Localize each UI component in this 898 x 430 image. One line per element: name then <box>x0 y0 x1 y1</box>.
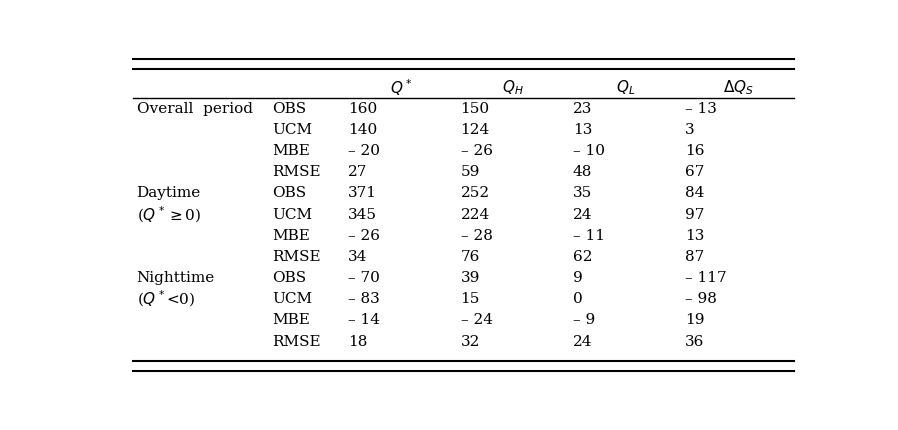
Text: RMSE: RMSE <box>272 334 321 348</box>
Text: 32: 32 <box>461 334 480 348</box>
Text: – 24: – 24 <box>461 313 493 327</box>
Text: 76: 76 <box>461 249 480 263</box>
Text: – 83: – 83 <box>348 292 380 306</box>
Text: MBE: MBE <box>272 313 310 327</box>
Text: RMSE: RMSE <box>272 165 321 179</box>
Text: 15: 15 <box>461 292 480 306</box>
Text: UCM: UCM <box>272 123 313 137</box>
Text: 39: 39 <box>461 270 480 285</box>
Text: – 117: – 117 <box>685 270 727 285</box>
Text: 84: 84 <box>685 186 705 200</box>
Text: – 26: – 26 <box>461 144 493 158</box>
Text: – 11: – 11 <box>573 228 605 242</box>
Text: Overall  period: Overall period <box>136 101 252 116</box>
Text: ($Q^*\geq$0): ($Q^*\geq$0) <box>136 204 201 224</box>
Text: – 70: – 70 <box>348 270 380 285</box>
Text: 345: 345 <box>348 207 377 221</box>
Text: MBE: MBE <box>272 228 310 242</box>
Text: 87: 87 <box>685 249 705 263</box>
Text: 371: 371 <box>348 186 377 200</box>
Text: 48: 48 <box>573 165 593 179</box>
Text: 62: 62 <box>573 249 593 263</box>
Text: 23: 23 <box>573 101 593 116</box>
Text: OBS: OBS <box>272 101 306 116</box>
Text: 59: 59 <box>461 165 480 179</box>
Text: 3: 3 <box>685 123 695 137</box>
Text: 19: 19 <box>685 313 705 327</box>
Text: $Q_L$: $Q_L$ <box>616 78 635 97</box>
Text: MBE: MBE <box>272 144 310 158</box>
Text: $Q^*$: $Q^*$ <box>390 77 412 98</box>
Text: UCM: UCM <box>272 292 313 306</box>
Text: 9: 9 <box>573 270 583 285</box>
Text: – 28: – 28 <box>461 228 492 242</box>
Text: 97: 97 <box>685 207 705 221</box>
Text: 124: 124 <box>461 123 489 137</box>
Text: 224: 224 <box>461 207 489 221</box>
Text: 16: 16 <box>685 144 705 158</box>
Text: – 20: – 20 <box>348 144 380 158</box>
Text: ($Q^*$<0): ($Q^*$<0) <box>136 289 195 309</box>
Text: 18: 18 <box>348 334 367 348</box>
Text: 27: 27 <box>348 165 367 179</box>
Text: $\Delta Q_S$: $\Delta Q_S$ <box>723 78 753 97</box>
Text: Daytime: Daytime <box>136 186 201 200</box>
Text: – 26: – 26 <box>348 228 380 242</box>
Text: – 9: – 9 <box>573 313 595 327</box>
Text: Nighttime: Nighttime <box>136 270 215 285</box>
Text: 160: 160 <box>348 101 377 116</box>
Text: 150: 150 <box>461 101 489 116</box>
Text: 24: 24 <box>573 207 593 221</box>
Text: 35: 35 <box>573 186 592 200</box>
Text: RMSE: RMSE <box>272 249 321 263</box>
Text: 13: 13 <box>685 228 705 242</box>
Text: 67: 67 <box>685 165 705 179</box>
Text: 140: 140 <box>348 123 377 137</box>
Text: 0: 0 <box>573 292 583 306</box>
Text: – 13: – 13 <box>685 101 718 116</box>
Text: – 14: – 14 <box>348 313 380 327</box>
Text: 34: 34 <box>348 249 367 263</box>
Text: 36: 36 <box>685 334 705 348</box>
Text: – 10: – 10 <box>573 144 605 158</box>
Text: – 98: – 98 <box>685 292 718 306</box>
Text: OBS: OBS <box>272 186 306 200</box>
Text: OBS: OBS <box>272 270 306 285</box>
Text: 252: 252 <box>461 186 489 200</box>
Text: 24: 24 <box>573 334 593 348</box>
Text: 13: 13 <box>573 123 593 137</box>
Text: $Q_H$: $Q_H$ <box>503 78 524 97</box>
Text: UCM: UCM <box>272 207 313 221</box>
